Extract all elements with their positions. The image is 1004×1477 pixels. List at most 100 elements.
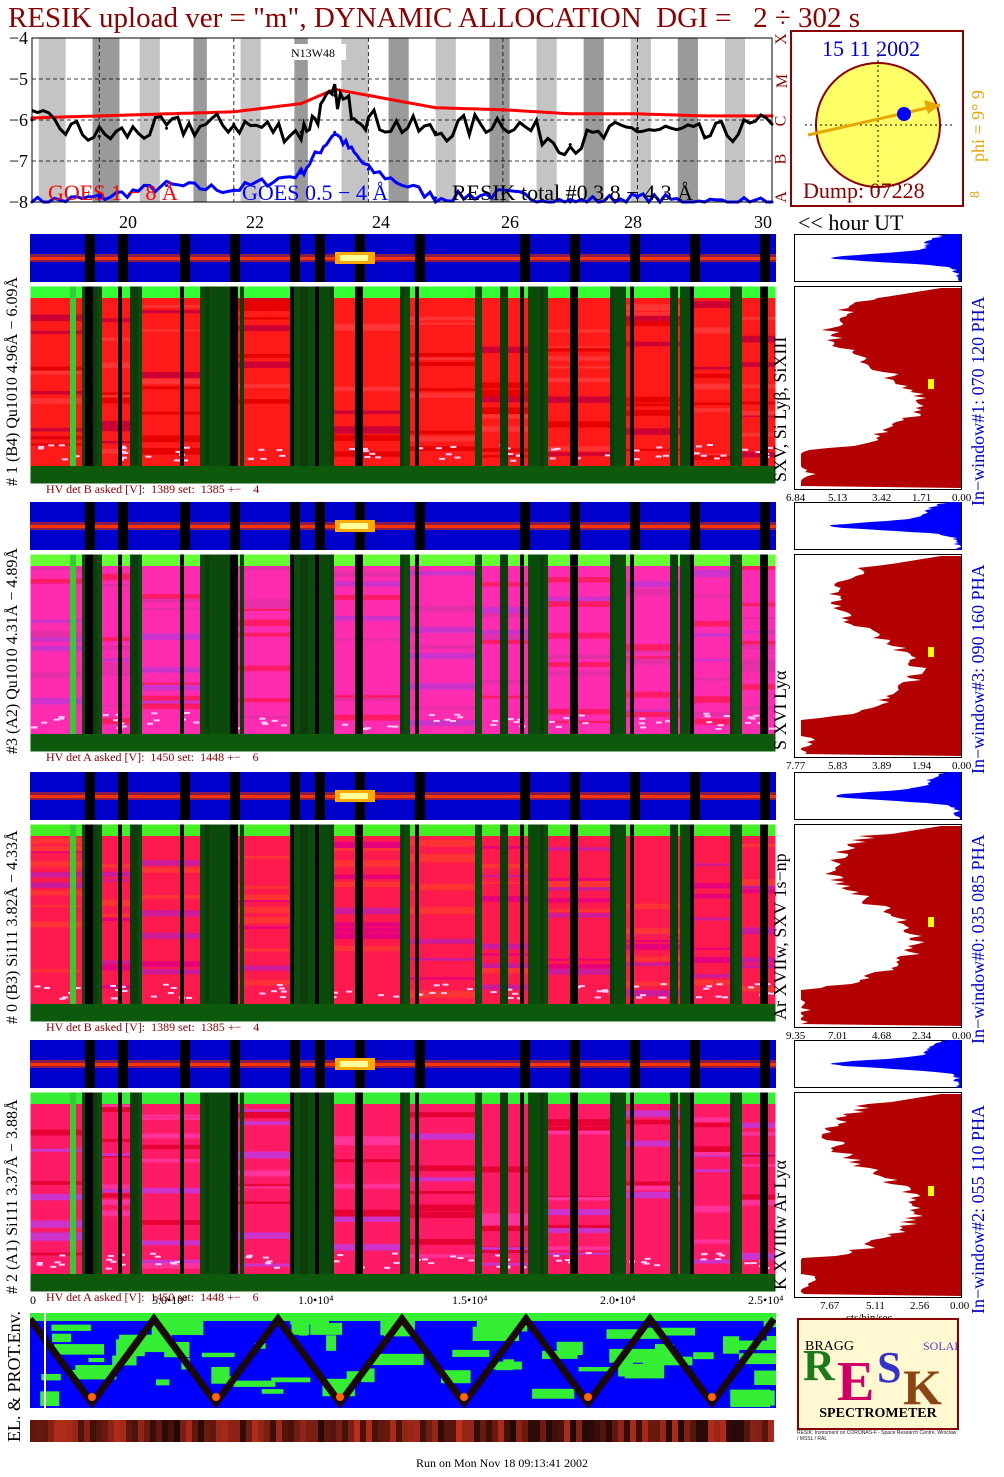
env-strip-cell: [96, 1420, 102, 1442]
data-point: [165, 126, 169, 130]
strip-flare-core: [340, 523, 368, 529]
spectrogram-speckle: [113, 997, 120, 1000]
spectrogram-streak: [548, 1225, 612, 1229]
spectrogram-streak: [235, 299, 292, 307]
spectrogram-speckle: [715, 1258, 722, 1261]
spectrogram-speckle: [717, 724, 724, 727]
spectrogram-streak: [102, 1107, 130, 1112]
spectrogram-streak: [742, 964, 776, 969]
spectrogram-gap: [570, 286, 578, 484]
data-point: [333, 93, 337, 97]
env-green-patch: [693, 1352, 714, 1360]
spectrogram-speckle: [36, 1263, 43, 1266]
spectrogram-gap: [400, 1092, 404, 1292]
logo-s: S: [877, 1343, 901, 1392]
strip-gap: [118, 772, 128, 820]
spectrogram-streak: [548, 913, 612, 918]
spectrogram-speckle: [175, 1260, 182, 1263]
spectrogram-streak: [142, 1240, 200, 1246]
spectrogram-streak: [410, 392, 475, 398]
spectrogram-gap: [240, 1092, 244, 1292]
spectrogram-streak: [626, 981, 680, 987]
env-strip-cell: [216, 1420, 222, 1442]
env-strip-cell: [594, 1420, 600, 1442]
spectrogram-streak: [235, 885, 292, 889]
spectrogram-streak: [692, 956, 730, 963]
spectrogram-streak: [548, 596, 612, 602]
env-strip-cell: [354, 1420, 360, 1442]
logo-fine-print: RESIK: Instrument on CORONAS-F - Space R…: [797, 1430, 957, 1442]
spectrogram-streak: [102, 913, 130, 917]
spectrogram-streak: [235, 698, 292, 703]
spectrogram-streak: [142, 695, 200, 703]
spectrogram-streak: [30, 427, 82, 432]
spectrogram-speckle: [74, 987, 81, 990]
shading-band: [630, 38, 651, 202]
env-strip-cell: [462, 1420, 468, 1442]
spectrogram-gap: [670, 554, 678, 752]
spectrogram-speckle: [719, 1254, 726, 1257]
spectrogram-block: [692, 1104, 730, 1274]
env-strip-cell: [102, 1420, 108, 1442]
strip-gap: [630, 234, 640, 282]
env-strip-cell: [390, 1420, 396, 1442]
spectrogram-streak: [410, 1238, 475, 1245]
strip-flare-core: [340, 793, 368, 799]
spectrogram-streak: [742, 384, 776, 389]
spectrogram-speckle: [167, 992, 174, 995]
orbit-track: [30, 1313, 776, 1408]
env-strip-cell: [528, 1420, 534, 1442]
channel-1-profile-strip: [30, 502, 776, 550]
spectrogram-speckle: [266, 1260, 273, 1263]
env-green-patch: [472, 1326, 520, 1342]
env-green-patch: [271, 1377, 311, 1383]
spectrogram-speckle: [109, 984, 116, 987]
spectrogram-streak: [102, 899, 130, 906]
sun-date: 15 11 2002: [822, 36, 921, 61]
hour-tick-label: 24: [372, 212, 390, 232]
spectrogram-streak: [742, 401, 776, 405]
env-green-patch: [155, 1379, 170, 1386]
goes-class-c: C: [772, 115, 790, 127]
spectrogram-streak: [235, 665, 292, 672]
env-strip-cell: [372, 1420, 378, 1442]
spectrogram-streak: [548, 671, 612, 674]
spectrogram-streak: [548, 1209, 612, 1216]
data-point: [165, 184, 169, 188]
env-strip-cell: [42, 1420, 48, 1442]
spectrogram-streak: [142, 682, 200, 687]
spectrogram-streak: [142, 703, 200, 710]
spectrogram-speckle: [769, 727, 776, 730]
strip-gap: [180, 1040, 190, 1088]
spectrogram-streak: [102, 960, 130, 965]
channel-0-line-label: SXV, Si Lyβ, SiXIII: [770, 336, 790, 482]
spectrogram-top-band: [235, 554, 292, 566]
env-strip-cell: [522, 1420, 528, 1442]
spectrogram-gap: [315, 1092, 319, 1292]
spectrogram-streak: [235, 1170, 292, 1177]
spectrogram-top-band: [142, 286, 200, 298]
spectrogram-streak: [235, 1184, 292, 1187]
spectrogram-gap: [180, 824, 184, 1022]
spectrogram-streak: [692, 947, 730, 950]
spectrogram-streak: [548, 577, 612, 583]
spectrogram-bottom: [30, 1004, 776, 1022]
spectrogram-streak: [626, 939, 680, 943]
spectrogram-speckle: [337, 1254, 344, 1257]
logo-r: R: [803, 1341, 836, 1390]
spectrogram-top-band: [330, 286, 400, 298]
spectrogram-streak: [692, 594, 730, 598]
spectrogram-streak: [330, 638, 400, 641]
spectrogram-speckle: [506, 988, 513, 991]
spectrogram-gap: [118, 1092, 122, 1292]
spectrogram-gap: [315, 554, 319, 752]
env-strip-cell: [126, 1420, 132, 1442]
spectrogram-gap: [610, 1092, 614, 1292]
strip-gap: [118, 1040, 128, 1088]
spectrogram-gap: [118, 554, 122, 752]
spectrogram-speckle: [50, 1265, 57, 1268]
spectrogram-streak: [692, 633, 730, 637]
spectrogram-speckle: [507, 996, 514, 999]
strip-gap: [230, 234, 240, 282]
channel-0-axis-tick: 3.42: [872, 492, 892, 504]
